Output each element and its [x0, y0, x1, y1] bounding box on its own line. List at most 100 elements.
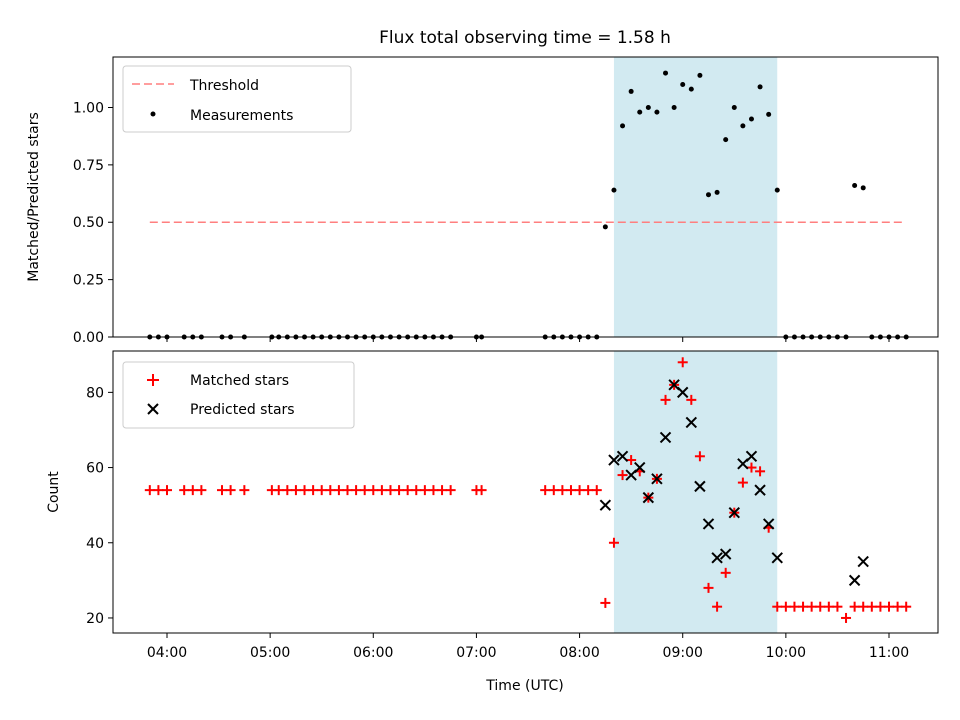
predicted-point — [659, 431, 672, 444]
matched-point — [144, 485, 155, 496]
matched-point — [428, 485, 439, 496]
matched-point — [179, 485, 190, 496]
predicted-point — [694, 480, 706, 493]
matched-point — [225, 485, 236, 496]
legend-matched-swatch — [147, 374, 159, 386]
matched-point — [884, 601, 894, 612]
matched-point — [660, 394, 671, 405]
measurement-point — [637, 109, 643, 115]
matched-point — [476, 485, 487, 496]
matched-point — [746, 462, 757, 473]
top-y-tick-label: 0.50 — [73, 215, 104, 231]
legend-threshold-label: Threshold — [189, 78, 259, 94]
matched-point — [798, 601, 809, 612]
matched-point — [316, 485, 327, 496]
matched-point — [626, 455, 637, 466]
matched-point — [308, 485, 319, 496]
matched-point — [411, 485, 422, 496]
top-y-tick-label: 0.00 — [73, 330, 104, 346]
bottom-y-ticks: 20 40 60 80 — [86, 385, 113, 627]
bottom-x-ticks: 04:00 05:00 06:00 07:00 08:00 09:00 10:00 11:00 — [147, 633, 909, 661]
matched-point — [445, 485, 456, 496]
matched-point — [686, 394, 697, 405]
top-y-tick-label: 0.75 — [73, 158, 104, 174]
measurement-point — [680, 82, 686, 88]
measurement-point — [620, 123, 626, 129]
top-highlight-span — [613, 57, 778, 337]
bottom-plot-frame — [112, 350, 939, 634]
top-plot-frame — [112, 56, 939, 338]
matched-point — [162, 485, 172, 496]
predicted-point — [608, 454, 620, 466]
predicted-point — [771, 552, 783, 564]
matched-point — [273, 485, 284, 496]
matched-point — [703, 582, 714, 593]
top-y-tick-label: 1.00 — [73, 100, 104, 116]
legend-measurement-label: Measurements — [190, 108, 293, 124]
measurement-point — [697, 72, 703, 78]
top-y-ticks: 0.00 0.25 0.50 0.75 1.00 — [73, 100, 113, 346]
matched-point — [858, 601, 869, 612]
x-axis-label: Time (UTC) — [485, 678, 563, 694]
matched-point — [574, 485, 585, 496]
matched-point — [351, 485, 362, 496]
bottom-panel: 20 40 60 80 04:00 05:00 06:00 07:00 08:00 09:00 1… — [46, 350, 939, 694]
matched-point — [557, 485, 568, 496]
matched-point — [333, 485, 344, 496]
top-x-ticks — [166, 337, 890, 342]
measurement-point — [602, 224, 608, 230]
top-y-axis-label: Matched/Predicted stars — [26, 112, 42, 282]
matched-point — [282, 485, 293, 496]
legend-predicted-label: Predicted stars — [190, 402, 295, 418]
measurement-point — [611, 187, 617, 193]
matched-point — [737, 477, 748, 488]
legend-matched-label: Matched stars — [190, 373, 289, 389]
predicted-point — [762, 518, 775, 530]
predicted-points — [599, 379, 869, 587]
measurement-point — [740, 123, 746, 129]
predicted-point — [677, 386, 689, 399]
matched-point — [677, 357, 688, 368]
measurement-point — [860, 185, 866, 191]
matched-point — [540, 485, 551, 496]
x-tick-label: 11:00 — [869, 645, 909, 661]
measurement-point — [706, 192, 711, 198]
predicted-point — [711, 552, 723, 564]
measurement-point — [774, 187, 780, 193]
matched-point — [772, 601, 783, 612]
matched-point — [806, 601, 817, 612]
matched-point — [359, 485, 370, 496]
matched-point — [402, 485, 413, 496]
measurement-point — [731, 104, 737, 110]
matched-point — [901, 601, 912, 612]
matched-point — [385, 485, 396, 496]
matched-point — [789, 601, 800, 612]
matched-point — [712, 601, 723, 612]
predicted-point — [719, 548, 732, 560]
matched-point — [866, 601, 877, 612]
predicted-point — [616, 450, 629, 462]
x-tick-label: 09:00 — [663, 645, 703, 661]
measurement-point — [748, 116, 754, 122]
x-tick-label: 10:00 — [766, 645, 806, 661]
measurement-point — [757, 84, 763, 90]
matched-point — [368, 485, 379, 496]
measurement-point — [714, 189, 720, 195]
matched-point — [376, 485, 387, 496]
matched-point — [841, 612, 852, 623]
bottom-y-tick-label: 40 — [86, 536, 104, 552]
matched-point — [299, 485, 310, 496]
bottom-y-tick-label: 80 — [86, 385, 104, 401]
predicted-point — [857, 555, 869, 568]
matched-point — [187, 485, 198, 496]
top-legend-box — [122, 65, 352, 133]
bottom-y-tick-label: 60 — [86, 461, 104, 477]
matched-point — [437, 485, 448, 496]
matched-point — [342, 485, 353, 496]
matched-point — [394, 485, 405, 496]
top-y-tick-label: 0.25 — [73, 273, 104, 289]
x-tick-label: 07:00 — [456, 645, 496, 661]
matched-point — [419, 485, 430, 496]
matched-point — [583, 485, 594, 496]
